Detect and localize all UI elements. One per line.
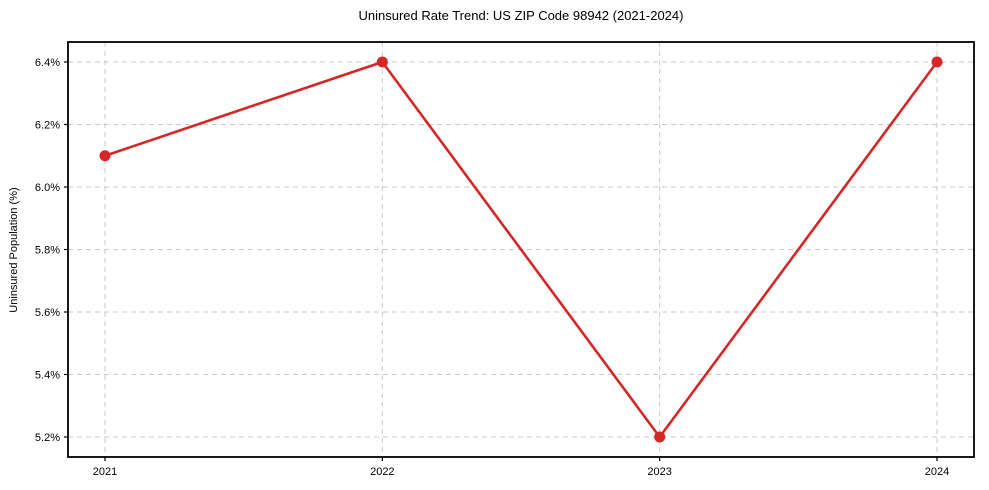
data-point-marker	[376, 56, 388, 68]
trend-line	[103, 60, 939, 439]
y-tick-label: 6.0%	[35, 182, 60, 194]
y-tick-label: 5.6%	[35, 307, 60, 319]
y-tick-label: 6.2%	[35, 120, 60, 132]
x-tick-label: 2023	[647, 466, 671, 478]
y-tick-label: 6.4%	[35, 57, 60, 69]
data-point-marker	[99, 150, 111, 162]
data-point-marker	[654, 431, 666, 443]
y-tick-label: 5.4%	[35, 370, 60, 382]
x-tick-label: 2022	[370, 466, 394, 478]
y-tick-label: 5.8%	[35, 245, 60, 257]
y-tick-label: 5.2%	[35, 432, 60, 444]
x-tick-label: 2024	[925, 466, 949, 478]
chart-title: Uninsured Rate Trend: US ZIP Code 98942 …	[358, 8, 684, 23]
x-tick-label: 2021	[93, 466, 117, 478]
data-point-marker	[931, 56, 943, 68]
